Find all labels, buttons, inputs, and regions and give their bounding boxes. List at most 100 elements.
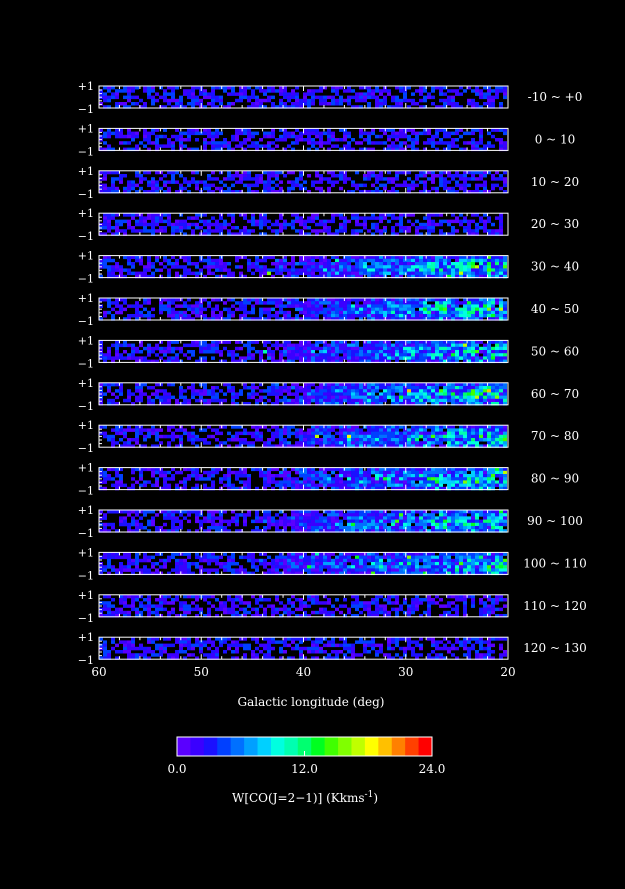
heatmap-cell: [283, 340, 287, 344]
heatmap-cell: [339, 340, 343, 344]
heatmap-cell: [403, 95, 407, 100]
heatmap-cell: [475, 177, 479, 181]
heatmap-cell: [115, 170, 119, 175]
heatmap-cell: [359, 389, 363, 393]
heatmap-cell: [411, 359, 415, 364]
heatmap-cell: [283, 428, 287, 432]
heatmap-cell: [167, 425, 171, 429]
heatmap-cell: [379, 258, 383, 263]
heatmap-cell: [455, 190, 459, 194]
heatmap-cell: [223, 183, 227, 188]
heatmap-cell: [123, 89, 127, 93]
heatmap-cell: [247, 105, 251, 109]
heatmap-cell: [115, 310, 119, 315]
heatmap-cell: [287, 310, 291, 315]
heatmap-cell: [447, 174, 451, 178]
heatmap-cell: [151, 307, 155, 312]
heatmap-cell: [191, 382, 195, 387]
heatmap-cell: [451, 346, 455, 351]
heatmap-cell: [159, 304, 163, 308]
heatmap-cell: [323, 86, 327, 90]
heatmap-cell: [387, 467, 391, 472]
heatmap-cell: [295, 298, 299, 302]
heatmap-cell: [163, 144, 167, 148]
heatmap-cell: [379, 398, 383, 403]
heatmap-cell: [227, 431, 231, 436]
heatmap-cell: [447, 431, 451, 436]
heatmap-cell: [187, 431, 191, 436]
heatmap-cell: [463, 219, 467, 224]
heatmap-cell: [323, 425, 327, 429]
heatmap-cell: [439, 274, 443, 279]
heatmap-cell: [299, 402, 303, 406]
heatmap-cell: [219, 226, 223, 230]
heatmap-cell: [439, 444, 443, 448]
heatmap-cell: [143, 177, 147, 181]
heatmap-cell: [303, 431, 307, 436]
heatmap-cell: [419, 262, 423, 266]
heatmap-cell: [391, 398, 395, 403]
heatmap-cell: [423, 174, 427, 178]
heatmap-cell: [295, 307, 299, 312]
heatmap-cell: [291, 392, 295, 396]
heatmap-cell: [331, 346, 335, 351]
heatmap-cell: [367, 95, 371, 100]
heatmap-cell: [251, 298, 255, 302]
heatmap-cell: [267, 89, 271, 93]
heatmap-cell: [487, 350, 491, 354]
heatmap-cell: [495, 258, 499, 263]
heatmap-cell: [263, 222, 267, 227]
heatmap-cell: [367, 382, 371, 387]
heatmap-cell: [103, 232, 107, 236]
heatmap-cell: [107, 268, 111, 272]
heatmap-cell: [403, 425, 407, 429]
heatmap-cell: [431, 258, 435, 263]
heatmap-cell: [471, 138, 475, 142]
heatmap-cell: [243, 317, 247, 321]
heatmap-cell: [379, 102, 383, 106]
heatmap-cell: [323, 274, 327, 279]
heatmap-cell: [351, 232, 355, 236]
heatmap-cell: [235, 128, 239, 132]
heatmap-cell: [471, 317, 475, 321]
heatmap-cell: [167, 274, 171, 279]
heatmap-cell: [499, 301, 503, 305]
heatmap-cell: [471, 307, 475, 312]
heatmap-cell: [167, 170, 171, 175]
heatmap-cell: [407, 353, 411, 357]
heatmap-cell: [327, 131, 331, 136]
heatmap-cell: [331, 183, 335, 188]
heatmap-cell: [467, 350, 471, 354]
heatmap-cell: [487, 431, 491, 436]
heatmap-cell: [335, 232, 339, 236]
heatmap-cell: [143, 356, 147, 360]
heatmap-cell: [303, 317, 307, 321]
heatmap-cell: [431, 438, 435, 442]
heatmap-cell: [335, 395, 339, 400]
heatmap-cell: [107, 310, 111, 315]
heatmap-cell: [443, 389, 447, 393]
heatmap-cell: [275, 398, 279, 403]
heatmap-cell: [467, 386, 471, 390]
heatmap-cell: [435, 274, 439, 279]
heatmap-cell: [483, 353, 487, 357]
heatmap-cell: [215, 134, 219, 139]
heatmap-cell: [423, 216, 427, 220]
heatmap-cell: [335, 431, 339, 436]
heatmap-cell: [323, 346, 327, 351]
heatmap-cell: [395, 105, 399, 109]
heatmap-cell: [307, 343, 311, 348]
heatmap-cell: [467, 98, 471, 103]
heatmap-cell: [451, 428, 455, 432]
heatmap-cell: [299, 350, 303, 354]
heatmap-cell: [483, 307, 487, 312]
heatmap-cell: [123, 431, 127, 436]
heatmap-cell: [219, 317, 223, 321]
heatmap-cell: [339, 128, 343, 132]
heatmap-cell: [403, 271, 407, 276]
heatmap-cell: [343, 216, 347, 220]
heatmap-cell: [411, 92, 415, 96]
heatmap-cell: [499, 398, 503, 403]
heatmap-cell: [463, 359, 467, 364]
y-tick-label: −1: [78, 188, 94, 201]
